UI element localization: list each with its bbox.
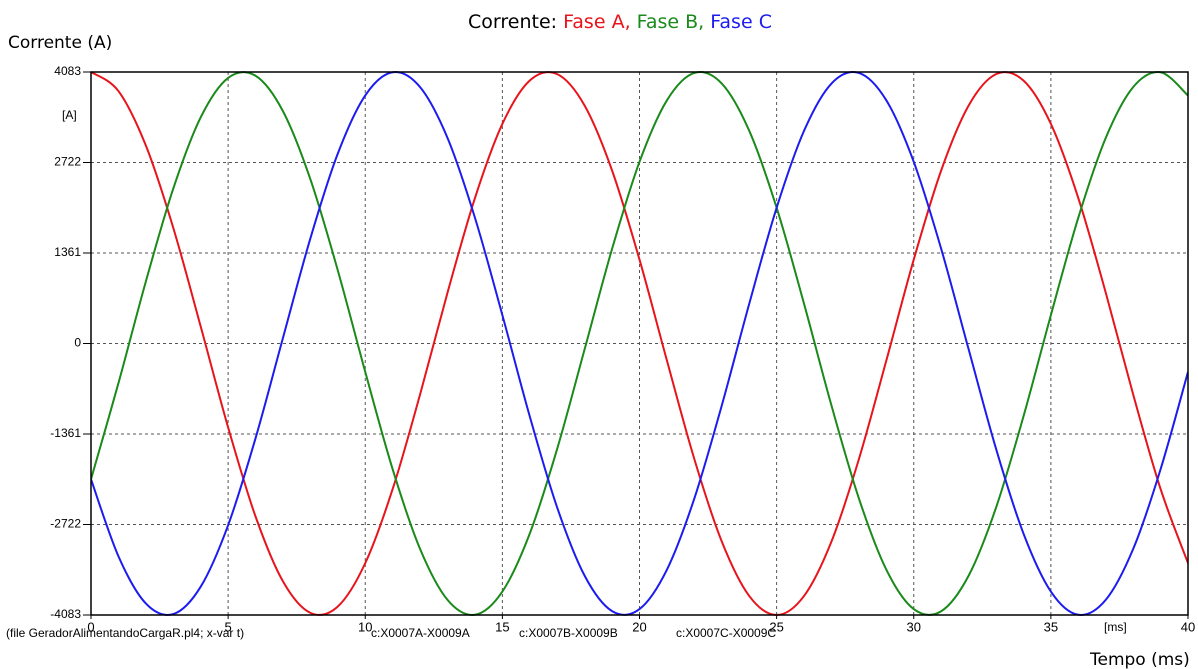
y-tick-label: 0 [74, 336, 81, 350]
title-prefix: Corrente: [468, 11, 557, 33]
x-axis-label: Tempo (ms) [1089, 650, 1190, 669]
title-part: Fase A, [563, 11, 631, 33]
y-tick-label: -2722 [50, 517, 81, 531]
x-tick-label: 35 [1044, 619, 1058, 634]
legend-entry: c:X0007B-X0009B [519, 626, 618, 640]
x-tick-label: 20 [632, 619, 646, 634]
y-tick-label: 2722 [54, 155, 81, 169]
series-line [91, 70, 1188, 617]
y-tick-label: 1361 [54, 245, 81, 259]
legend-entry: c:X0007C-X0009C [676, 626, 776, 640]
x-tick-label: 40 [1181, 619, 1195, 634]
x-unit: [ms] [1104, 620, 1127, 634]
x-tick-label: 25 [769, 619, 783, 634]
title-part: Fase B, [637, 11, 705, 33]
series-line [91, 71, 1188, 616]
chart-title: Corrente: Fase A, Fase B, Fase C [468, 11, 772, 33]
x-tick-label: 0 [87, 619, 94, 634]
x-tick-label: 10 [358, 619, 372, 634]
y-tick-label: 4083 [54, 64, 81, 78]
title-part: Fase C [710, 11, 772, 33]
y-axis-label: Corrente (A) [8, 33, 112, 53]
file-note: (file GeradorAlimentandoCargaR.pl4; x-va… [6, 626, 244, 640]
plot-frame [90, 71, 1189, 616]
y-tick-label: -4083 [50, 607, 81, 621]
y-unit: [A] [62, 108, 77, 122]
legend-entry: c:X0007A-X0009A [371, 626, 470, 640]
y-tick-label: -1361 [50, 426, 81, 440]
x-tick-label: 30 [907, 619, 921, 634]
x-tick-label: 5 [225, 619, 232, 634]
x-tick-label: 15 [495, 619, 509, 634]
